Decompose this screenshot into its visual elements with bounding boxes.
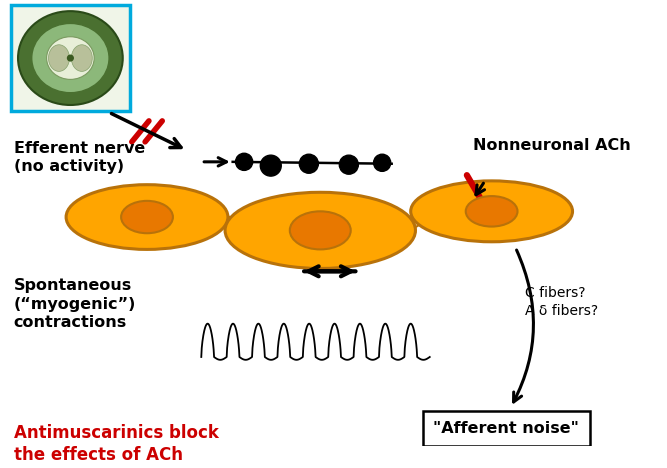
Ellipse shape <box>289 212 351 249</box>
Ellipse shape <box>32 23 109 93</box>
Ellipse shape <box>66 185 228 249</box>
Text: Spontaneous
(“myogenic”)
contractions: Spontaneous (“myogenic”) contractions <box>14 278 136 330</box>
Circle shape <box>260 155 281 176</box>
Text: Nonneuronal ACh: Nonneuronal ACh <box>473 138 630 153</box>
Ellipse shape <box>47 37 94 80</box>
Circle shape <box>340 155 358 174</box>
Ellipse shape <box>71 45 92 72</box>
Circle shape <box>235 153 253 170</box>
Circle shape <box>67 55 73 61</box>
Bar <box>423 411 590 446</box>
Ellipse shape <box>18 11 123 105</box>
Ellipse shape <box>121 201 173 233</box>
Ellipse shape <box>466 196 518 227</box>
Text: C fibers?
A δ fibers?: C fibers? A δ fibers? <box>525 285 598 318</box>
Text: Antimuscarinics block
the effects of ACh: Antimuscarinics block the effects of ACh <box>14 424 219 464</box>
Ellipse shape <box>411 181 572 242</box>
Circle shape <box>374 154 391 171</box>
Ellipse shape <box>49 45 69 72</box>
Circle shape <box>299 154 318 173</box>
Text: "Afferent noise": "Afferent noise" <box>434 421 580 436</box>
Ellipse shape <box>225 192 416 269</box>
Bar <box>11 5 130 111</box>
Text: Efferent nerve
(no activity): Efferent nerve (no activity) <box>14 141 145 175</box>
